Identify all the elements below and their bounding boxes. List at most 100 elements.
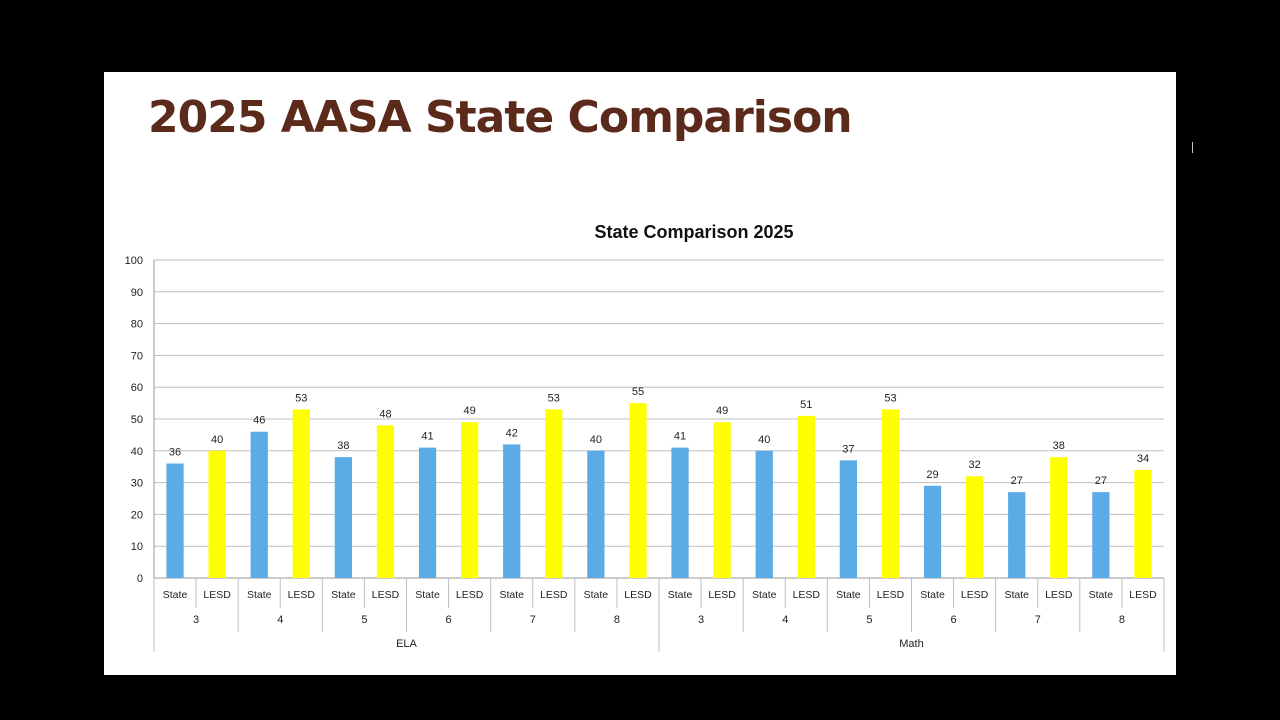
bar-state	[671, 447, 689, 578]
bar-state	[587, 450, 605, 578]
y-tick-label: 0	[137, 573, 143, 585]
bar-data-label: 42	[506, 427, 518, 439]
bar-data-label: 32	[969, 459, 981, 471]
bar-lesd	[292, 409, 310, 578]
x-tick-label: State	[668, 589, 693, 601]
x-tick-label: LESD	[288, 589, 316, 601]
x-tick-label: State	[584, 589, 609, 601]
x-tick-label: State	[920, 589, 945, 601]
bar-state	[418, 447, 437, 578]
bar-data-label: 48	[379, 408, 391, 420]
x-tick-label: State	[247, 589, 272, 601]
x-tick-label: LESD	[1129, 589, 1157, 601]
x-tick-label: State	[1004, 589, 1029, 601]
bar-lesd	[208, 450, 226, 578]
bar-lesd	[797, 415, 815, 578]
y-tick-label: 40	[131, 446, 143, 458]
bar-data-label: 53	[548, 392, 560, 404]
y-tick-label: 50	[131, 414, 143, 426]
x-tick-label: State	[163, 589, 188, 601]
y-tick-label: 30	[131, 478, 143, 490]
bar-data-label: 55	[632, 386, 644, 398]
y-tick-label: 70	[131, 350, 143, 362]
bar-state	[755, 450, 773, 578]
bar-lesd	[1134, 469, 1152, 578]
bar-state	[503, 444, 521, 578]
grade-label: 8	[1119, 614, 1125, 626]
grade-label: 3	[193, 614, 199, 626]
bar-state	[1008, 492, 1026, 578]
bar-data-label: 34	[1137, 453, 1149, 465]
x-tick-label: LESD	[456, 589, 484, 601]
bar-lesd	[713, 422, 731, 578]
grade-label: 5	[361, 614, 367, 626]
x-tick-label: State	[331, 589, 356, 601]
x-tick-label: LESD	[1045, 589, 1073, 601]
bar-data-label: 49	[464, 405, 476, 417]
slide-title: 2025 AASA State Comparison	[148, 92, 853, 143]
bar-state	[1092, 492, 1110, 578]
x-tick-label: State	[499, 589, 524, 601]
bar-lesd	[460, 422, 479, 578]
grade-label: 6	[951, 614, 957, 626]
bar-data-label: 53	[295, 392, 307, 404]
bar-data-label: 46	[253, 415, 265, 427]
bar-state	[250, 431, 268, 578]
grade-label: 4	[782, 614, 788, 626]
y-tick-label: 90	[131, 287, 143, 299]
bar-data-label: 27	[1095, 475, 1107, 487]
bar-state	[334, 457, 353, 578]
x-tick-label: LESD	[372, 589, 400, 601]
y-tick-label: 100	[125, 255, 143, 267]
bar-data-label: 49	[716, 405, 728, 417]
x-tick-label: LESD	[624, 589, 652, 601]
grade-label: 7	[1035, 614, 1041, 626]
bar-data-label: 27	[1011, 475, 1023, 487]
x-tick-label: LESD	[961, 589, 989, 601]
subject-label: Math	[899, 638, 923, 650]
grade-label: 8	[614, 614, 620, 626]
chart-title: State Comparison 2025	[594, 222, 793, 242]
subject-label: ELA	[396, 638, 417, 650]
x-tick-label: LESD	[793, 589, 821, 601]
y-tick-label: 20	[131, 509, 143, 521]
x-tick-label: LESD	[540, 589, 568, 601]
y-tick-label: 80	[131, 319, 143, 331]
bar-lesd	[965, 476, 984, 578]
bar-data-label: 40	[590, 434, 602, 446]
grade-label: 3	[698, 614, 704, 626]
bar-state	[839, 460, 858, 578]
grade-label: 6	[446, 614, 452, 626]
x-tick-label: State	[415, 589, 440, 601]
bar-data-label: 36	[169, 447, 181, 459]
x-tick-label: LESD	[203, 589, 231, 601]
bar-lesd	[545, 409, 563, 578]
bar-state	[166, 463, 184, 578]
bar-data-label: 38	[337, 440, 349, 452]
bar-state	[923, 485, 942, 578]
y-tick-label: 60	[131, 382, 143, 394]
bar-data-label: 41	[674, 431, 686, 443]
bar-data-label: 29	[926, 469, 938, 481]
x-tick-label: State	[836, 589, 861, 601]
bar-lesd	[629, 403, 647, 578]
bar-data-label: 41	[421, 431, 433, 443]
text-cursor-icon	[1192, 142, 1193, 153]
bar-lesd	[881, 409, 900, 578]
grade-label: 5	[866, 614, 872, 626]
bar-data-label: 53	[884, 392, 896, 404]
bar-data-label: 40	[758, 434, 770, 446]
x-tick-label: State	[1089, 589, 1114, 601]
x-tick-label: LESD	[877, 589, 905, 601]
bar-data-label: 40	[211, 434, 223, 446]
grade-label: 7	[530, 614, 536, 626]
bar-data-label: 38	[1053, 440, 1065, 452]
y-tick-label: 10	[131, 541, 143, 553]
bar-lesd	[376, 425, 395, 578]
x-tick-label: LESD	[708, 589, 736, 601]
bar-data-label: 37	[842, 443, 854, 455]
bar-data-label: 51	[800, 399, 812, 411]
bar-lesd	[1050, 457, 1068, 578]
grade-label: 4	[277, 614, 283, 626]
